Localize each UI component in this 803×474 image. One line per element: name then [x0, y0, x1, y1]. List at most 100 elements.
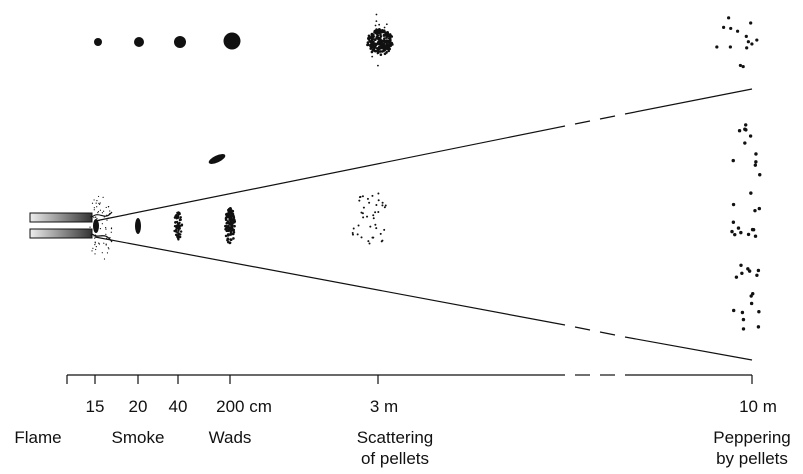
pellet	[95, 216, 97, 218]
tick-label: 3 m	[370, 397, 398, 416]
pellet	[389, 34, 393, 37]
pellet	[381, 41, 383, 44]
pellet	[383, 206, 386, 209]
pellet	[383, 37, 386, 40]
pellet	[755, 38, 759, 42]
pellet	[177, 238, 180, 241]
tick-label: 20	[129, 397, 148, 416]
pellet	[756, 325, 761, 329]
pellet	[740, 310, 745, 315]
pellet	[736, 226, 741, 230]
pellet	[377, 29, 379, 31]
pellet	[98, 219, 100, 222]
pellet	[103, 210, 105, 212]
pellet	[366, 215, 369, 218]
pellet	[385, 23, 388, 26]
tick-label: 10 m	[739, 397, 777, 416]
pellet	[232, 230, 236, 234]
tick-label: 200 cm	[216, 397, 272, 416]
pellet	[375, 13, 378, 16]
pellet	[385, 45, 388, 48]
pellet	[368, 242, 371, 245]
pellet	[369, 43, 373, 47]
pellet	[366, 41, 370, 44]
pellet	[722, 25, 726, 30]
pellet	[225, 221, 229, 225]
pellet	[108, 214, 110, 216]
pellet	[90, 216, 92, 218]
pellet	[359, 195, 362, 198]
pellet	[362, 216, 365, 219]
pellet	[744, 128, 748, 132]
pellet	[357, 224, 360, 227]
pellet	[379, 50, 382, 53]
pellet	[108, 248, 110, 250]
pellet	[741, 317, 746, 322]
pellet	[173, 229, 176, 233]
pellet	[103, 258, 106, 260]
pellet	[351, 233, 354, 236]
pellet	[739, 230, 743, 235]
pellet	[372, 214, 375, 217]
pellet	[228, 214, 231, 218]
pellet	[94, 244, 96, 246]
pellet	[383, 39, 386, 42]
pellet	[756, 268, 761, 273]
pellet	[105, 228, 107, 230]
pellet	[361, 212, 364, 215]
pellet	[361, 195, 364, 198]
pellet	[367, 240, 370, 243]
pellet	[94, 226, 96, 228]
pellet	[382, 33, 386, 37]
cone	[94, 88, 753, 361]
pellet	[92, 247, 94, 249]
pellet	[105, 233, 107, 236]
pellet	[98, 202, 100, 204]
pellet	[102, 196, 104, 198]
pellet	[105, 243, 107, 245]
pellet	[749, 191, 753, 195]
pellet	[757, 206, 762, 211]
pellet	[226, 229, 230, 233]
pellet	[366, 197, 369, 200]
pellet	[358, 199, 361, 202]
pellet	[173, 216, 177, 219]
pellet	[371, 44, 374, 47]
pellet	[224, 234, 228, 238]
pellet	[97, 210, 100, 213]
pellet	[755, 273, 759, 278]
pellet	[106, 252, 109, 254]
pellet	[375, 20, 378, 23]
pellet	[738, 63, 742, 68]
pellet	[230, 219, 233, 222]
stage-label: by pellets	[716, 449, 788, 468]
pellet	[226, 233, 230, 236]
pellet	[379, 53, 383, 57]
pellet	[730, 229, 734, 234]
pellet	[383, 52, 387, 56]
pellet	[746, 40, 750, 44]
pellet	[728, 45, 732, 49]
pellet	[106, 219, 108, 221]
pellet	[179, 216, 182, 219]
pellet	[108, 213, 111, 215]
pellet	[107, 247, 109, 249]
pellet	[731, 308, 736, 313]
pellet	[731, 202, 736, 207]
pellet	[741, 327, 746, 331]
pellet	[753, 208, 757, 213]
pellet	[757, 309, 761, 314]
pellet	[99, 202, 101, 204]
pellet	[94, 237, 96, 239]
pellet	[379, 33, 382, 37]
pellet	[230, 213, 233, 217]
pellet	[374, 211, 377, 214]
pellet	[376, 37, 380, 40]
pellet	[389, 44, 392, 48]
pellet	[356, 233, 359, 236]
pellet	[371, 36, 375, 39]
pellet	[378, 45, 382, 49]
pellet	[749, 21, 753, 25]
pellet	[369, 36, 372, 39]
pellet	[377, 210, 380, 213]
